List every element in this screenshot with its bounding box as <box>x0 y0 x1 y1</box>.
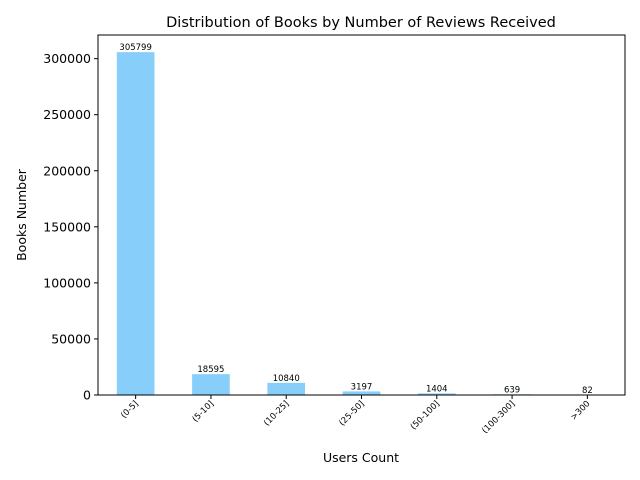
x-tick-label-2: (10-25] <box>262 399 291 428</box>
y-tick-label-5: 250000 <box>43 107 91 122</box>
y-tick-label-1: 50000 <box>51 331 91 346</box>
bar-value-label-5: 639 <box>504 385 520 395</box>
x-tick-label-5: (100-300] <box>480 399 517 436</box>
bars-group <box>116 52 607 395</box>
x-tick-label-4: (50-100] <box>409 399 442 432</box>
bar-value-label-3: 3197 <box>351 382 373 392</box>
x-tick-label-0: (0-5] <box>119 399 141 421</box>
bar-labels-group: 305799 18595 10840 3197 1404 639 82 <box>119 43 592 396</box>
x-tick-label-3: (25-50] <box>337 399 366 428</box>
y-axis: 0 50000 100000 150000 200000 250000 300000 <box>43 51 98 403</box>
y-tick-label-2: 100000 <box>43 275 91 290</box>
x-axis-label: Users Count <box>323 450 399 465</box>
bar-value-label-2: 10840 <box>273 374 300 384</box>
y-tick-label-6: 300000 <box>43 51 91 66</box>
bar-4 <box>417 393 456 395</box>
x-tick-label-1: (5-10] <box>191 399 216 424</box>
y-tick-label-0: 0 <box>83 388 91 403</box>
bar-value-label-6: 82 <box>582 386 593 396</box>
y-tick-label-4: 200000 <box>43 163 91 178</box>
bar-value-label-4: 1404 <box>426 384 448 394</box>
chart-title: Distribution of Books by Number of Revie… <box>166 15 556 31</box>
bar-0 <box>116 52 155 395</box>
bar-value-label-0: 305799 <box>119 43 151 53</box>
y-tick-label-3: 150000 <box>43 219 91 234</box>
plot-frame <box>97 34 626 396</box>
bar-1 <box>192 374 230 395</box>
bar-3 <box>342 391 381 395</box>
y-axis-label: Books Number <box>14 168 29 261</box>
bar-2 <box>267 382 306 395</box>
x-tick-label-6: >300 <box>569 399 593 423</box>
bar-value-label-1: 18595 <box>197 365 224 375</box>
x-axis: (0-5] (5-10] (10-25] (25-50] (50-100] (100-30… <box>119 395 592 436</box>
